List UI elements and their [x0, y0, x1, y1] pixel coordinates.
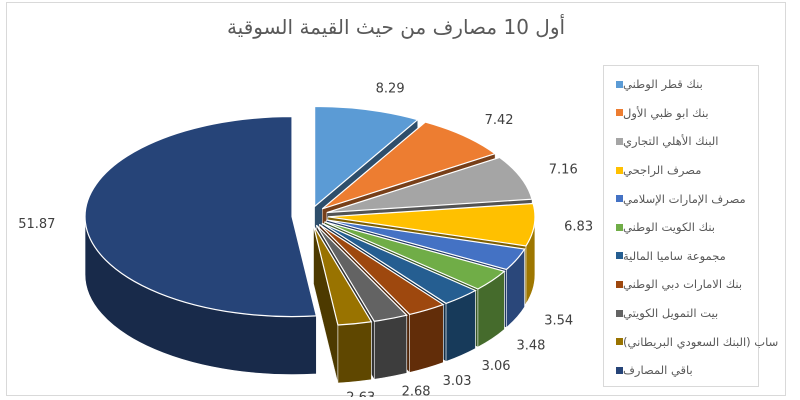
pie-top-faces	[84, 105, 536, 326]
pie-slice-7	[321, 222, 477, 305]
value-label-8: 3.03	[443, 374, 472, 389]
legend-label: بنك الامارات دبي الوطني	[623, 277, 743, 292]
legend-swatch	[616, 195, 623, 203]
value-label-10: 2.63	[346, 390, 375, 397]
pie-slice-1	[314, 105, 419, 208]
pie-slice-side-9	[373, 314, 408, 380]
legend-item-3: البنك الأهلي التجاري	[610, 127, 750, 156]
legend-swatch	[616, 252, 623, 260]
legend-label: ساب (البنك السعودي البريطاني)	[623, 334, 779, 349]
legend-item-10: ساب (البنك السعودي البريطاني)	[610, 327, 778, 356]
pie-side-walls	[84, 216, 536, 384]
value-label-5: 3.54	[544, 313, 573, 328]
pie-slice-side-10	[337, 321, 372, 384]
pie-slice-5	[326, 219, 526, 271]
legend-label: باقي المصارف	[623, 363, 693, 378]
value-label-9: 2.68	[402, 384, 431, 397]
value-label-3: 7.16	[549, 163, 578, 178]
value-label-4: 6.83	[564, 220, 593, 235]
pie-slice-8	[318, 223, 445, 316]
legend-swatch	[616, 338, 623, 346]
value-label-1: 8.29	[376, 82, 405, 97]
legend-item-6: بنك الكويت الوطني	[610, 213, 750, 242]
legend-label: البنك الأهلي التجاري	[623, 134, 719, 149]
chart-title: أول 10 مصارف من حيث القيمة السوقية	[226, 15, 566, 39]
legend-item-4: مصرف الراجحي	[610, 156, 750, 185]
pie-slice-6	[324, 221, 506, 290]
legend-item-5: مصرف الإمارات الإسلامي	[610, 184, 750, 213]
legend-swatch	[616, 223, 623, 231]
legend-swatch	[616, 280, 623, 288]
legend-swatch	[616, 137, 623, 145]
pie-slice-4	[327, 202, 536, 247]
value-label-7: 3.06	[482, 359, 511, 374]
legend-item-2: بنك ابو ظبي الأول	[610, 99, 750, 128]
value-label-6: 3.48	[516, 339, 545, 354]
pie-slice-11	[84, 115, 318, 318]
pie-slice-side-8	[409, 304, 444, 373]
legend-swatch	[616, 166, 623, 174]
legend-label: بنك الكويت الوطني	[623, 220, 716, 235]
legend-swatch	[616, 309, 623, 317]
legend-item-11: باقي المصارف	[610, 356, 750, 385]
pie-slice-3	[326, 156, 533, 214]
legend-label: بنك ابو ظبي الأول	[623, 105, 709, 120]
legend-swatch	[616, 109, 623, 117]
pie-slice-9	[315, 224, 408, 322]
pie-value-labels: 8.29 7.42 7.16 6.83 3.54 3.48 3.06 3.03 2.68 2.63…	[18, 82, 593, 397]
legend-item-7: مجموعة ساميا المالية	[610, 242, 750, 271]
pie-chart: 8.29 7.42 7.16 6.83 3.54 3.48 3.06 3.03 2.68 2.63…	[18, 82, 593, 397]
pie-slice-2	[321, 121, 497, 210]
legend-label: بنك قطر الوطني	[623, 77, 703, 92]
pie-slice-10	[313, 225, 373, 326]
legend-label: مصرف الإمارات الإسلامي	[623, 191, 746, 206]
value-label-11: 51.87	[18, 217, 55, 232]
legend-swatch	[616, 80, 623, 88]
legend-swatch	[616, 366, 623, 374]
value-label-2: 7.42	[485, 113, 514, 128]
legend-label: مجموعة ساميا المالية	[623, 248, 726, 263]
legend-item-9: بيت التمويل الكويتي	[610, 299, 750, 328]
chart-frame: أول 10 مصارف من حيث القيمة السوقية 8.29 7…	[6, 2, 786, 397]
legend-item-1: بنك قطر الوطني	[610, 70, 750, 99]
legend-label: بيت التمويل الكويتي	[623, 306, 719, 321]
legend: بنك قطر الوطني بنك ابو ظبي الأول البنك الأ…	[603, 65, 778, 387]
legend-label: مصرف الراجحي	[623, 163, 702, 178]
legend-item-8: بنك الامارات دبي الوطني	[610, 270, 750, 299]
